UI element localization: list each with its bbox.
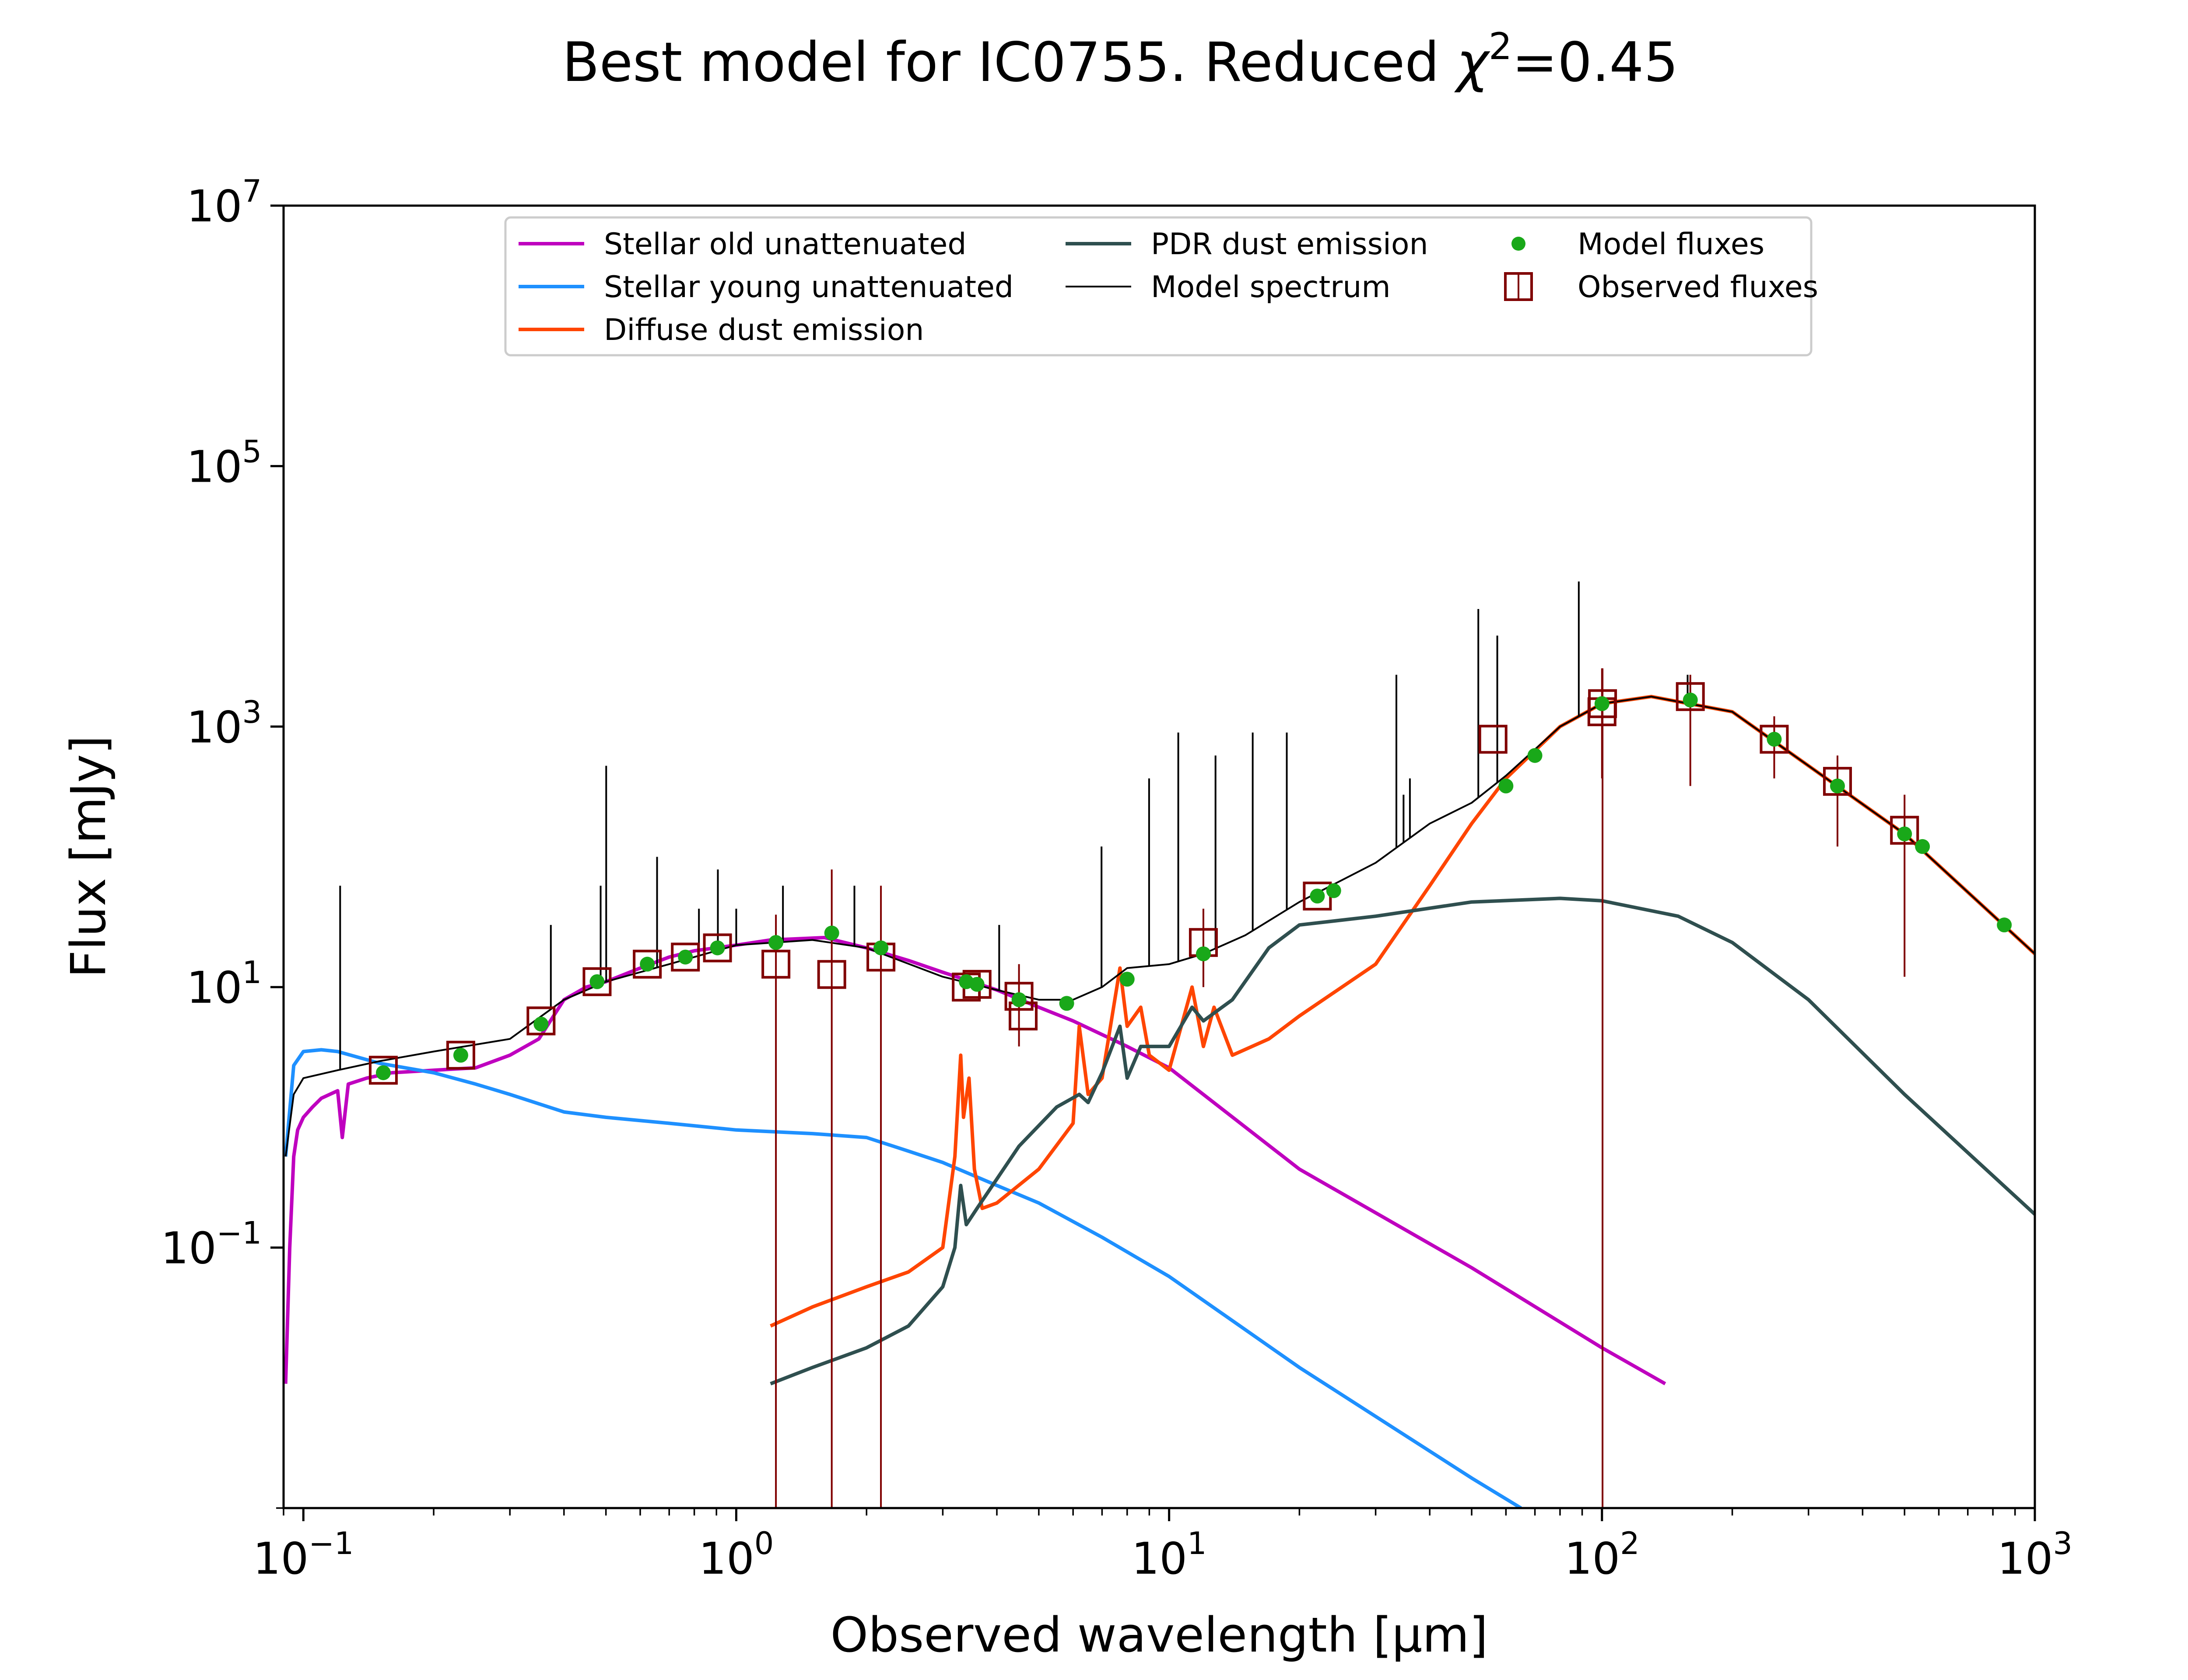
x-tick-label: 102 xyxy=(1564,1526,1640,1584)
model-flux-point xyxy=(969,976,985,992)
model-flux-point xyxy=(1498,778,1514,794)
model-flux-point xyxy=(1997,917,2012,933)
legend-item-model-spectrum: Model spectrum xyxy=(1066,270,1391,304)
model-flux-point xyxy=(768,935,784,950)
y-tick-label: 105 xyxy=(186,434,262,492)
model-flux-point xyxy=(1527,748,1543,763)
model-flux-point xyxy=(1196,946,1211,962)
model-flux-point xyxy=(1011,992,1027,1008)
legend-label: Model spectrum xyxy=(1151,270,1391,304)
model-flux-point xyxy=(533,1016,549,1032)
model-flux-point xyxy=(1326,883,1341,898)
model-fluxes xyxy=(375,693,2012,1080)
model-flux-point xyxy=(678,949,693,965)
y-tick-label: 101 xyxy=(186,955,262,1013)
legend-item-stellar-young-unattenuated: Stellar young unattenuated xyxy=(519,270,1013,304)
observed-flux-marker xyxy=(1823,766,1852,796)
x-tick-label: 103 xyxy=(1997,1526,2072,1584)
plot-area xyxy=(284,581,2035,1508)
y-tick-label: 107 xyxy=(186,173,262,232)
observed-flux-marker xyxy=(671,942,700,972)
model-flux-point xyxy=(1059,996,1074,1011)
observed-flux-marker xyxy=(1588,689,1617,718)
y-axis: 10−1 101 103 105 107 xyxy=(161,173,284,1509)
observed-flux-marker xyxy=(1478,724,1508,754)
series-line-stellar-old-unattenuated xyxy=(284,936,1666,1386)
observed-flux-marker xyxy=(633,949,662,979)
observed-flux-marker xyxy=(1004,982,1034,1011)
legend: Stellar old unattenuated Stellar young un… xyxy=(504,216,1818,357)
model-flux-point xyxy=(453,1047,468,1063)
legend-label: Stellar old unattenuated xyxy=(604,227,967,262)
model-flux-point xyxy=(1767,732,1782,747)
x-tick-label: 10−1 xyxy=(253,1526,354,1584)
plot-frame xyxy=(282,204,2036,1509)
legend-item-pdr-dust-emission: PDR dust emission xyxy=(1066,227,1428,262)
x-axis: 10−1 100 101 102 103 xyxy=(253,1508,2072,1584)
model-flux-point xyxy=(589,974,605,989)
legend-label: Stellar young unattenuated xyxy=(604,270,1013,304)
y-axis-label: Flux [mJy] xyxy=(60,735,116,978)
x-axis-label: Observed wavelength [μm] xyxy=(831,1607,1488,1663)
legend-label: PDR dust emission xyxy=(1151,227,1428,262)
legend-box xyxy=(504,216,1813,357)
series-lines xyxy=(284,581,2035,1508)
legend-swatch xyxy=(1511,237,1525,251)
legend-label: Diffuse dust emission xyxy=(604,313,924,347)
model-flux-point xyxy=(1310,889,1325,904)
legend-item-stellar-old-unattenuated: Stellar old unattenuated xyxy=(519,227,967,262)
model-flux-point xyxy=(824,925,839,941)
legend-item-model-fluxes: Model fluxes xyxy=(1511,227,1764,262)
chart-title: Best model for IC0755. Reduced χ2=0.45 xyxy=(562,25,1679,94)
legend-label: Model fluxes xyxy=(1578,227,1764,262)
observed-flux-marker xyxy=(1676,682,1705,711)
series-line-model-spectrum xyxy=(284,696,2035,1157)
y-tick-label: 10−1 xyxy=(161,1215,262,1274)
model-flux-point xyxy=(1897,826,1912,842)
legend-item-observed-fluxes: Observed fluxes xyxy=(1504,270,1818,304)
model-flux-point xyxy=(710,940,725,956)
model-flux-point xyxy=(1119,972,1135,987)
observed-flux-marker xyxy=(446,1040,475,1070)
legend-label: Observed fluxes xyxy=(1578,270,1818,304)
x-tick-label: 100 xyxy=(699,1526,774,1584)
model-flux-point xyxy=(1594,696,1609,711)
model-flux-point xyxy=(873,940,889,956)
series-line-pdr-dust-emission xyxy=(770,896,2035,1386)
observed-flux-marker xyxy=(582,967,612,996)
y-tick-label: 103 xyxy=(186,694,262,753)
model-flux-point xyxy=(1830,778,1845,794)
observed-flux-marker xyxy=(1890,816,1919,845)
x-tick-label: 101 xyxy=(1132,1526,1207,1584)
model-flux-point xyxy=(640,956,655,972)
observed-flux-marker xyxy=(703,933,732,962)
series-line-stellar-young-unattenuated xyxy=(284,1048,1522,1508)
model-flux-point xyxy=(1915,839,1930,854)
observed-flux-marker xyxy=(368,1056,398,1085)
legend-item-diffuse-dust-emission: Diffuse dust emission xyxy=(519,313,924,347)
observed-flux-marker xyxy=(761,949,791,979)
observed-flux-marker xyxy=(817,960,846,989)
observed-fluxes xyxy=(368,682,1919,1085)
observed-flux-marker xyxy=(1760,724,1789,754)
model-flux-point xyxy=(375,1065,391,1080)
model-flux-point xyxy=(1683,693,1698,708)
error-bars xyxy=(775,668,1906,1508)
observed-flux-marker xyxy=(526,1006,556,1036)
